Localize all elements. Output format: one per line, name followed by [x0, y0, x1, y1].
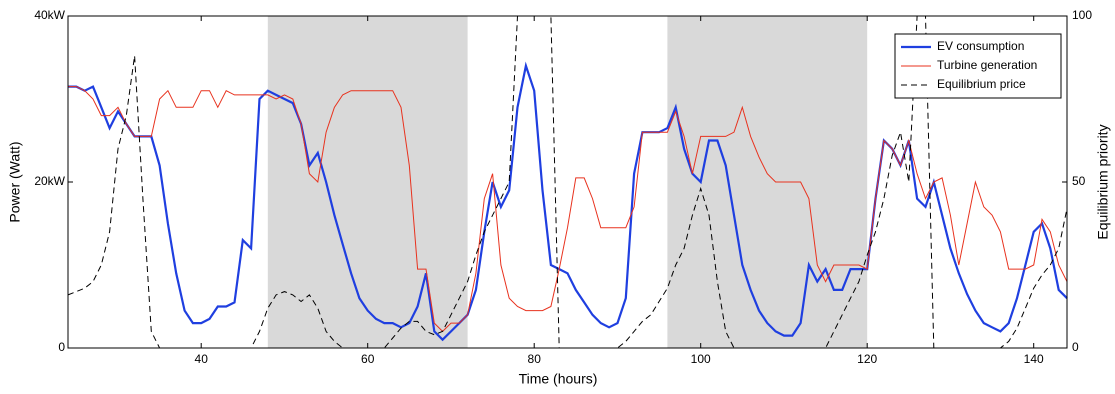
series-line	[68, 86, 1068, 333]
y2-tick-label: 100	[1072, 8, 1092, 22]
x-tick-label: 80	[528, 352, 542, 366]
x-tick-label: 120	[857, 352, 877, 366]
y-tick-label: 20kW	[34, 174, 65, 188]
y2-tick-label: 0	[1072, 340, 1079, 354]
x-axis-label: Time (hours)	[519, 371, 598, 387]
shaded-region	[667, 16, 868, 348]
plot-frame	[67, 15, 1068, 349]
y-tick-label: 0	[58, 340, 65, 354]
x-tick-label: 140	[1024, 352, 1044, 366]
y-tick-label: 40kW	[34, 8, 65, 22]
x-tick-label: 40	[195, 352, 209, 366]
x-tick-label: 60	[361, 352, 375, 366]
shaded-region	[267, 16, 468, 348]
y-axis-label: Power (Watt)	[7, 141, 23, 222]
y2-tick-label: 50	[1072, 174, 1086, 188]
legend-label: Turbine generation	[937, 58, 1037, 72]
x-tick-label: 100	[691, 352, 711, 366]
legend-label: EV consumption	[937, 39, 1024, 53]
legend-label: Equilibrium price	[937, 77, 1026, 91]
y2-axis-label: Equilibrium priority	[1095, 124, 1111, 239]
